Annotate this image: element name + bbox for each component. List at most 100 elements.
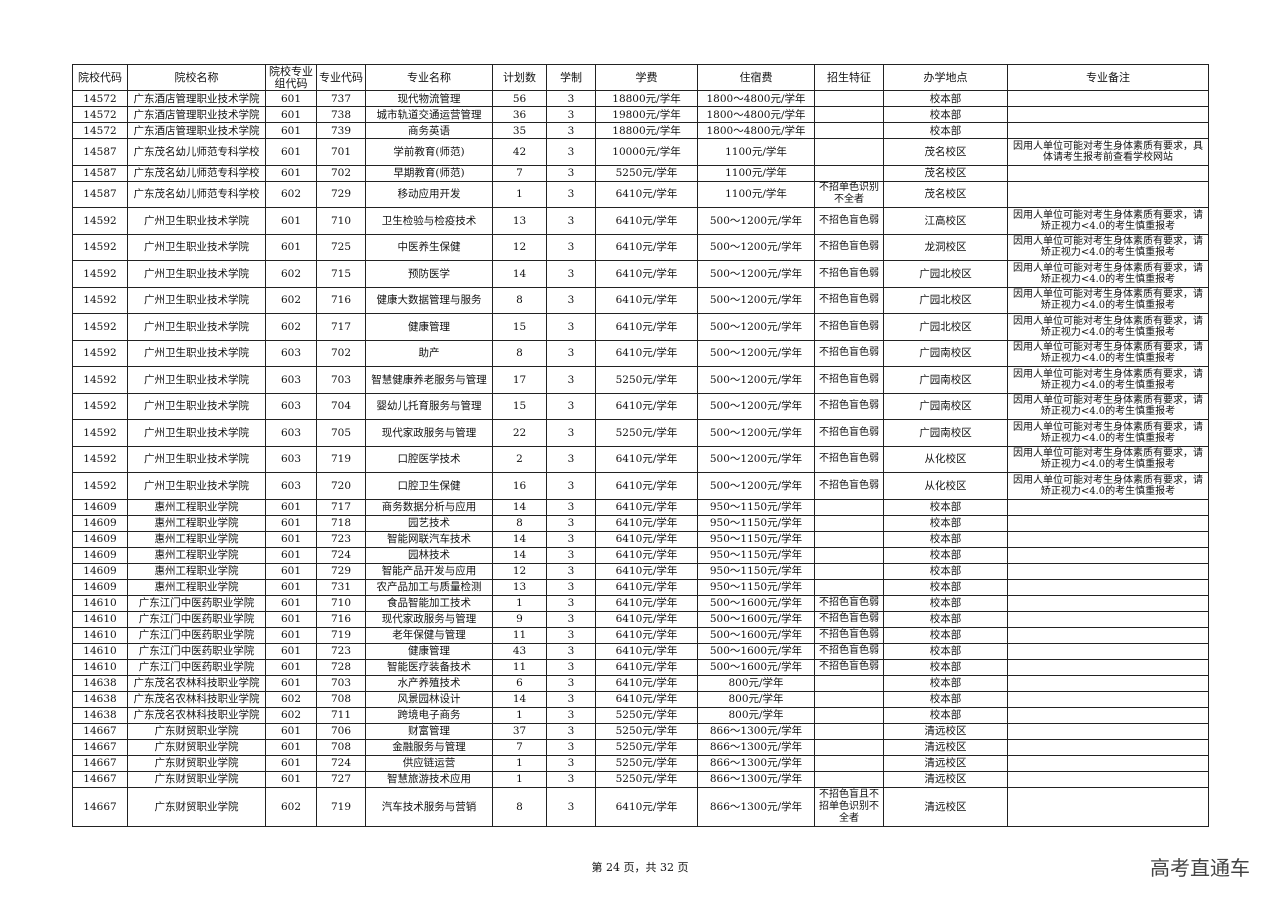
cell-tuition: 6410元/学年 — [595, 180, 698, 208]
cell-school-name: 广州卫生职业技术学院 — [127, 313, 266, 341]
cell-major-code: 723 — [316, 642, 366, 660]
cell-campus: 校本部 — [883, 690, 1008, 708]
cell-major-code: 719 — [316, 626, 366, 644]
header-school-code: 院校代码 — [72, 64, 128, 91]
cell-group-code: 601 — [265, 610, 317, 628]
cell-plan-count: 13 — [492, 207, 547, 235]
table-row: 14610 广东江门中医药职业学院 601 723 健康管理 43 3 6410元/学年 500… — [72, 642, 1209, 660]
cell-admission-restriction — [814, 90, 884, 107]
cell-group-code: 601 — [265, 514, 317, 532]
cell-tuition: 6410元/学年 — [595, 658, 698, 676]
cell-major-note — [1007, 722, 1209, 740]
cell-campus: 校本部 — [883, 90, 1008, 107]
cell-major-note — [1007, 164, 1209, 182]
cell-plan-count: 35 — [492, 122, 547, 139]
cell-school-code: 14609 — [72, 562, 128, 580]
cell-major-name: 跨境电子商务 — [365, 706, 493, 724]
cell-major-name: 健康大数据管理与服务 — [365, 286, 493, 314]
cell-plan-count: 7 — [492, 738, 547, 756]
table-row: 14587 广东茂名幼儿师范专科学校 601 702 早期教育(师范) 7 3 5250元/学… — [72, 164, 1209, 182]
cell-school-code: 14592 — [72, 445, 128, 473]
cell-school-code: 14592 — [72, 366, 128, 394]
cell-major-code: 727 — [316, 770, 366, 788]
cell-school-code: 14610 — [72, 594, 128, 612]
cell-tuition: 6410元/学年 — [595, 610, 698, 628]
cell-school-name: 广东财贸职业学院 — [127, 770, 266, 788]
cell-plan-count: 8 — [492, 339, 547, 367]
cell-campus: 校本部 — [883, 626, 1008, 644]
cell-admission-restriction — [814, 514, 884, 532]
brand-watermark: 高考直通车 — [1150, 856, 1250, 880]
cell-school-name: 广东财贸职业学院 — [127, 754, 266, 772]
cell-school-code: 14609 — [72, 530, 128, 548]
cell-duration: 3 — [546, 164, 596, 182]
cell-group-code: 601 — [265, 233, 317, 261]
table-row: 14667 广东财贸职业学院 601 727 智慧旅游技术应用 1 3 5250元/学年 866… — [72, 770, 1209, 788]
cell-major-name: 口腔卫生保健 — [365, 472, 493, 500]
cell-admission-restriction — [814, 106, 884, 123]
cell-school-name: 广东茂名幼儿师范专科学校 — [127, 138, 266, 166]
cell-major-code: 706 — [316, 722, 366, 740]
cell-school-code: 14610 — [72, 658, 128, 676]
cell-school-name: 广州卫生职业技术学院 — [127, 207, 266, 235]
cell-group-code: 602 — [265, 786, 317, 827]
cell-duration: 3 — [546, 562, 596, 580]
cell-school-code: 14592 — [72, 419, 128, 447]
cell-major-name: 城市轨道交通运营管理 — [365, 106, 493, 123]
cell-campus: 茂名校区 — [883, 164, 1008, 182]
cell-tuition: 5250元/学年 — [595, 722, 698, 740]
cell-accommodation-fee: 866～1300元/学年 — [697, 722, 815, 740]
cell-major-code: 729 — [316, 180, 366, 208]
cell-major-note — [1007, 786, 1209, 827]
cell-plan-count: 8 — [492, 286, 547, 314]
cell-accommodation-fee: 1100元/学年 — [697, 138, 815, 166]
cell-admission-restriction: 不招色盲色弱 — [814, 594, 884, 612]
cell-admission-restriction: 不招色盲色弱 — [814, 642, 884, 660]
cell-campus: 校本部 — [883, 562, 1008, 580]
cell-plan-count: 8 — [492, 514, 547, 532]
cell-duration: 3 — [546, 674, 596, 692]
table-row: 14572 广东酒店管理职业技术学院 601 738 城市轨道交通运营管理 36 3 1980… — [72, 106, 1209, 123]
cell-major-note: 因用人单位可能对考生身体素质有要求，请矫正视力<4.0的考生慎重报考 — [1007, 445, 1209, 473]
cell-accommodation-fee: 500～1200元/学年 — [697, 445, 815, 473]
cell-major-code: 715 — [316, 260, 366, 288]
cell-duration: 3 — [546, 754, 596, 772]
cell-major-name: 园艺技术 — [365, 514, 493, 532]
cell-accommodation-fee: 1800～4800元/学年 — [697, 122, 815, 139]
cell-accommodation-fee: 500～1600元/学年 — [697, 658, 815, 676]
cell-tuition: 6410元/学年 — [595, 642, 698, 660]
cell-duration: 3 — [546, 90, 596, 107]
table-row: 14667 广东财贸职业学院 601 708 金融服务与管理 7 3 5250元/学年 866～… — [72, 738, 1209, 756]
cell-campus: 校本部 — [883, 610, 1008, 628]
cell-major-name: 汽车技术服务与营销 — [365, 786, 493, 827]
cell-major-note: 因用人单位可能对考生身体素质有要求，请矫正视力<4.0的考生慎重报考 — [1007, 207, 1209, 235]
cell-school-code: 14609 — [72, 546, 128, 564]
cell-major-code: 704 — [316, 392, 366, 420]
cell-duration: 3 — [546, 786, 596, 827]
cell-major-name: 金融服务与管理 — [365, 738, 493, 756]
cell-duration: 3 — [546, 546, 596, 564]
cell-tuition: 5250元/学年 — [595, 164, 698, 182]
cell-school-name: 广州卫生职业技术学院 — [127, 233, 266, 261]
cell-accommodation-fee: 500～1600元/学年 — [697, 610, 815, 628]
cell-group-code: 601 — [265, 498, 317, 516]
cell-school-code: 14667 — [72, 786, 128, 827]
cell-admission-restriction: 不招色盲色弱 — [814, 472, 884, 500]
cell-plan-count: 43 — [492, 642, 547, 660]
cell-group-code: 601 — [265, 578, 317, 596]
cell-group-code: 601 — [265, 138, 317, 166]
cell-tuition: 19800元/学年 — [595, 106, 698, 123]
cell-accommodation-fee: 950～1150元/学年 — [697, 562, 815, 580]
cell-admission-restriction: 不招色盲色弱 — [814, 626, 884, 644]
cell-duration: 3 — [546, 530, 596, 548]
cell-duration: 3 — [546, 642, 596, 660]
table-row: 14592 广州卫生职业技术学院 601 710 卫生检验与检疫技术 13 3 6410元/学… — [72, 207, 1209, 235]
cell-group-code: 601 — [265, 722, 317, 740]
cell-campus: 校本部 — [883, 706, 1008, 724]
cell-admission-restriction — [814, 722, 884, 740]
cell-major-note: 因用人单位可能对考生身体素质有要求，请矫正视力<4.0的考生慎重报考 — [1007, 472, 1209, 500]
table-row: 14609 惠州工程职业学院 601 717 商务数据分析与应用 14 3 6410元/学年 9… — [72, 498, 1209, 516]
cell-school-name: 广东江门中医药职业学院 — [127, 610, 266, 628]
cell-tuition: 6410元/学年 — [595, 578, 698, 596]
cell-major-name: 学前教育(师范) — [365, 138, 493, 166]
